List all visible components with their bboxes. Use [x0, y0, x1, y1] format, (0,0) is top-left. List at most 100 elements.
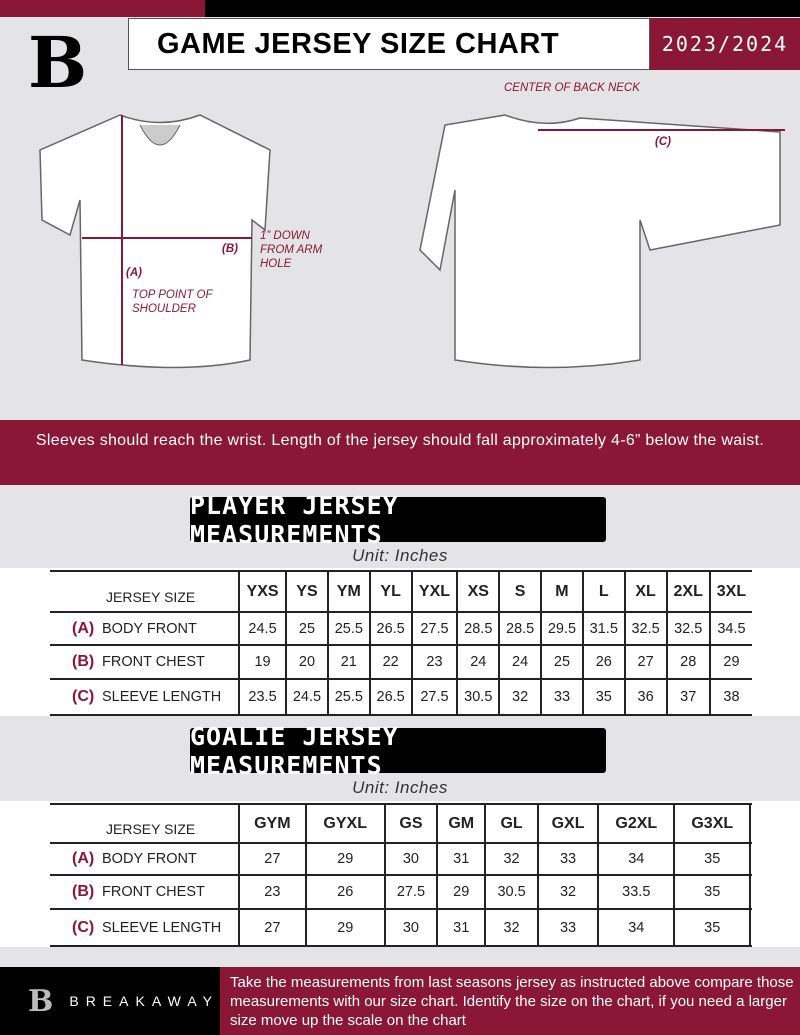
shoulder-note: TOP POINT OF SHOULDER	[132, 289, 213, 315]
row-name: SLEEVE LENGTH	[102, 919, 222, 936]
goalie-title: GOALIE JERSEY MEASUREMENTS	[190, 722, 606, 780]
row-code: (B)	[72, 653, 95, 670]
row-label: (C) SLEEVE LENGTH	[50, 679, 239, 716]
center-back-neck-note: CENTER OF BACK NECK	[504, 82, 640, 94]
table-row: (B) FRONT CHEST 23 26 27.5 29 30.5 32 33.5 35	[50, 875, 752, 910]
row-code: (C)	[72, 688, 95, 705]
measurement-cell: 37	[665, 679, 710, 716]
table-row: (C) SLEEVE LENGTH 23.5 24.5 25.5 26.5 27.5 30.5…	[50, 679, 752, 716]
back-jersey	[419, 114, 781, 369]
measurement-cell: 30.5	[484, 875, 538, 910]
measurement-cell: 29	[304, 909, 385, 947]
size-col-header: G3XL	[673, 803, 751, 844]
measurement-cell: 27	[238, 843, 306, 876]
measurement-cell: 33	[536, 909, 599, 947]
brand-name: BREAKAWAY	[69, 993, 219, 1009]
table-row: (A) BODY FRONT 27 29 30 31 32 33 34 35	[50, 843, 752, 876]
measurement-cell: 32	[484, 909, 538, 947]
season-label: 2023/2024	[650, 18, 800, 70]
goalie-unit: Unit: Inches	[352, 778, 448, 797]
measurement-cell: 31.5	[581, 612, 625, 646]
goalie-table: JERSEY SIZE GYM GYXL GS GM GL GXL G2XL G3XL (A) B…	[50, 803, 752, 947]
size-col-header: M	[540, 570, 583, 613]
size-col-header: 2XL	[665, 570, 710, 613]
row-name: FRONT CHEST	[102, 884, 205, 900]
size-col-header: YL	[368, 570, 412, 613]
size-col-header: GYXL	[304, 803, 385, 844]
size-col-header: L	[581, 570, 625, 613]
row-name: FRONT CHEST	[102, 654, 205, 670]
measurement-cell: 31	[436, 909, 486, 947]
footer-instructions: Take the measurements from last seasons …	[220, 967, 800, 1035]
size-col-header: S	[498, 570, 542, 613]
row-label: (A) BODY FRONT	[50, 612, 239, 646]
measurement-cell: 32.5	[665, 612, 710, 646]
table-row: (B) FRONT CHEST 19 20 21 22 23 24 24 25 26 27 28 29	[50, 645, 752, 680]
row-name: BODY FRONT	[102, 620, 197, 637]
measurement-cell: 36	[623, 679, 667, 716]
size-col-header: GM	[436, 803, 486, 844]
label-b: (B)	[222, 243, 238, 255]
measurement-cell: 23	[238, 875, 306, 910]
label-c: (C)	[655, 136, 671, 148]
measurement-cell: 25	[540, 645, 583, 680]
measurement-cell: 30.5	[456, 679, 500, 716]
jersey-diagram	[39, 114, 785, 369]
size-header: JERSEY SIZE	[50, 570, 239, 613]
measurement-cell: 26.5	[368, 612, 412, 646]
measurement-cell: 32	[536, 875, 599, 910]
player-title: PLAYER JERSEY MEASUREMENTS	[190, 491, 606, 549]
row-code: (C)	[72, 918, 95, 936]
measurement-cell: 34	[597, 843, 675, 876]
top-accent-bar	[0, 0, 205, 17]
measurement-cell: 19	[237, 645, 287, 680]
measurement-cell: 33	[536, 843, 599, 876]
armhole-note: 1” DOWN FROM ARM HOLE	[260, 230, 323, 270]
measurement-cell: 35	[673, 909, 751, 947]
size-col-header: GS	[383, 803, 438, 844]
measurement-cell: 34	[597, 909, 675, 947]
measurement-cell: 24.5	[237, 612, 287, 646]
measurement-cell: 31	[436, 843, 486, 876]
size-col-header: XS	[456, 570, 500, 613]
measurement-cell: 34.5	[708, 612, 752, 646]
measurement-cell: 27	[238, 909, 306, 947]
size-col-header: XL	[623, 570, 667, 613]
row-code: (A)	[72, 619, 95, 637]
measurement-cell: 32	[484, 843, 538, 876]
row-label: (B) FRONT CHEST	[50, 875, 239, 910]
table-row: (C) SLEEVE LENGTH 27 29 30 31 32 33 34 35	[50, 909, 752, 947]
measurement-cell: 27.5	[410, 679, 458, 716]
measurement-cell: 29	[436, 875, 486, 910]
measurement-cell: 26.5	[368, 679, 412, 716]
measurement-cell: 29.5	[540, 612, 583, 646]
size-col-header: GXL	[536, 803, 599, 844]
size-col-header: GYM	[238, 803, 306, 844]
label-a: (A)	[126, 267, 142, 279]
row-code: (B)	[72, 883, 95, 900]
top-black-bar	[205, 0, 800, 17]
measurement-cell: 27.5	[410, 612, 458, 646]
measurement-cell: 27.5	[383, 875, 438, 910]
measurement-cell: 30	[383, 843, 438, 876]
breakaway-logo: B	[28, 21, 88, 104]
instruction-band: Sleeves should reach the wrist. Length o…	[0, 420, 800, 485]
row-name: BODY FRONT	[102, 851, 197, 867]
measurement-cell: 35	[581, 679, 625, 716]
measurement-cell: 38	[708, 679, 752, 716]
measurement-cell: 22	[368, 645, 412, 680]
measurement-cell: 29	[708, 645, 752, 680]
measurement-cell: 33.5	[597, 875, 675, 910]
table-row: (A) BODY FRONT 24.5 25 25.5 26.5 27.5 28.5 28.5 2…	[50, 612, 752, 646]
row-label: (C) SLEEVE LENGTH	[50, 909, 239, 947]
measurement-cell: 24.5	[285, 679, 328, 716]
footer-brand: B BREAKAWAY	[0, 967, 220, 1035]
measurement-cell: 35	[673, 843, 751, 876]
measurement-cell: 32	[498, 679, 542, 716]
breakaway-logo-small: B	[28, 983, 54, 1019]
measurement-cell: 28.5	[456, 612, 500, 646]
measurement-cell: 28	[665, 645, 710, 680]
measurement-cell: 33	[540, 679, 583, 716]
measurement-cell: 23	[410, 645, 458, 680]
measurement-cell: 25.5	[326, 679, 370, 716]
